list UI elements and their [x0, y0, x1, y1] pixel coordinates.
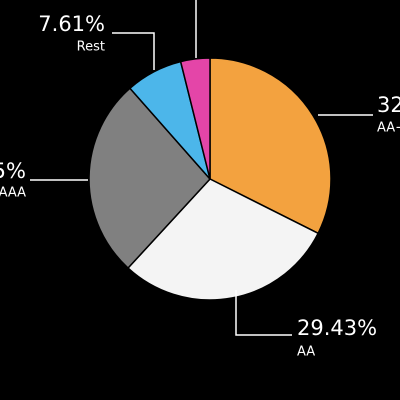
- category-label: AAA: [0, 186, 26, 201]
- labels: 32.41% AA+ 29.43% AA 26.65% AAA 7.61% Rest: [0, 0, 400, 360]
- category-label: AA+: [377, 121, 400, 136]
- leader-line: [235, 290, 292, 336]
- pie-slice: [88, 87, 211, 269]
- category-label: Rest: [77, 40, 105, 55]
- pie-slice: [209, 57, 332, 235]
- category-label: AA: [297, 345, 315, 360]
- pie-slice: [179, 57, 211, 180]
- value-label: 7.61%: [38, 12, 105, 36]
- value-label: 26.65%: [0, 159, 26, 183]
- leader-line: [112, 32, 155, 70]
- pie: [88, 57, 332, 301]
- value-label: 29.43%: [297, 316, 377, 340]
- pie-slice: [127, 178, 319, 301]
- value-label: 32.41%: [377, 93, 400, 117]
